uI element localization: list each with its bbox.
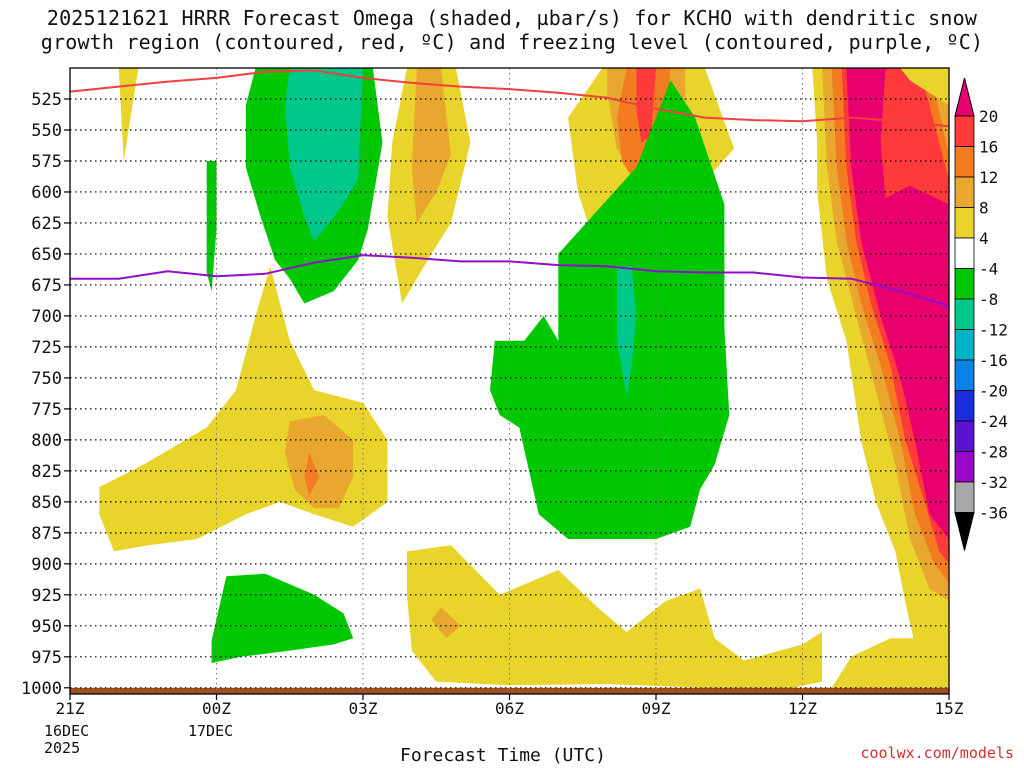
- colorbar-swatch-13: [954, 481, 975, 513]
- colorbar-label--16: -16: [979, 351, 1008, 370]
- colorbar-swatch-1: [954, 115, 975, 147]
- xtick-label-03Z: 03Z: [349, 699, 378, 718]
- ytick-label-975: 975: [31, 648, 62, 668]
- omega-region-6: [411, 68, 451, 223]
- colorbar-swatch-7: [954, 298, 975, 330]
- omega-region-8: [284, 68, 363, 242]
- ytick-label-850: 850: [31, 493, 62, 513]
- ytick-label-700: 700: [31, 307, 62, 327]
- colorbar-swatch-6: [954, 268, 975, 300]
- colorbar-swatch-10: [954, 390, 975, 422]
- mid-date: 17DEC: [188, 722, 234, 740]
- omega-region-4: [636, 68, 656, 143]
- omega-region-24: [900, 68, 949, 106]
- colorbar-label--32: -32: [979, 473, 1008, 492]
- axes: 525 550 575 600 625 650 675 700 725 750 775 800 825 8…: [21, 67, 964, 718]
- colorbar-label-20: 20: [979, 107, 998, 126]
- title-line-1: 2025121621 HRRR Forecast Omega (shaded, …: [46, 6, 978, 30]
- omega-region-16: [407, 545, 822, 688]
- ytick-label-950: 950: [31, 617, 62, 637]
- omega-region-0: [118, 68, 139, 161]
- ytick-label-900: 900: [31, 555, 62, 575]
- colorbar-label-16: 16: [979, 138, 998, 157]
- xtick-label-21Z: 21Z: [56, 699, 85, 718]
- colorbar-bottom-arrow: [954, 512, 975, 551]
- colorbar-label--12: -12: [979, 321, 1008, 340]
- terrain-band: [70, 687, 949, 694]
- colorbar-label--36: -36: [979, 504, 1008, 523]
- colorbar-label-8: 8: [979, 199, 989, 218]
- omega-region-18: [831, 638, 949, 688]
- chart-title: 2025121621 HRRR Forecast Omega (shaded, …: [0, 6, 1024, 54]
- omega-region-14: [304, 452, 319, 496]
- ytick-label-675: 675: [31, 276, 62, 296]
- xtick-label-06Z: 06Z: [495, 699, 524, 718]
- ytick-label-575: 575: [31, 152, 62, 172]
- title-line-2: growth region (contoured, red, ºC) and f…: [40, 30, 984, 54]
- colorbar-label--8: -8: [979, 290, 998, 309]
- colorbar-label--28: -28: [979, 443, 1008, 462]
- ytick-label-800: 800: [31, 431, 62, 451]
- colorbar: 20 16 12 8 4 -4 -8 -12 -16 -20 -24 -28 -32 -36: [954, 77, 1008, 551]
- colorbar-swatch-2: [954, 146, 975, 178]
- xtick-label-00Z: 00Z: [202, 699, 231, 718]
- colorbar-label--4: -4: [979, 260, 998, 279]
- colorbar-swatch-9: [954, 359, 975, 391]
- colorbar-swatch-3: [954, 176, 975, 208]
- colorbar-swatch-12: [954, 451, 975, 483]
- credit-link[interactable]: coolwx.com/models: [860, 744, 1014, 762]
- start-date: 16DEC 2025: [44, 722, 90, 757]
- omega-fills: [70, 68, 949, 694]
- colorbar-label-12: 12: [979, 168, 998, 187]
- dgz-line: [69, 69, 950, 128]
- ytick-label-600: 600: [31, 183, 62, 203]
- ytick-label-525: 525: [31, 90, 62, 110]
- colorbar-label--24: -24: [979, 412, 1008, 431]
- contour-lines: [69, 69, 950, 307]
- omega-region-9: [206, 161, 217, 292]
- omega-region-11: [616, 266, 637, 397]
- ytick-label-650: 650: [31, 245, 62, 265]
- colorbar-label-4: 4: [979, 229, 989, 248]
- x-axis-label: Forecast Time (UTC): [400, 745, 606, 766]
- xtick-label-12Z: 12Z: [788, 699, 817, 718]
- colorbar-top-arrow: [954, 77, 975, 117]
- colorbar-swatch-5: [954, 237, 975, 269]
- ytick-label-1000: 1000: [21, 679, 62, 699]
- colorbar-swatch-8: [954, 329, 975, 361]
- omega-region-10: [490, 80, 730, 540]
- ytick-label-750: 750: [31, 369, 62, 389]
- ytick-label-725: 725: [31, 338, 62, 358]
- omega-region-15: [211, 573, 354, 663]
- colorbar-label--20: -20: [979, 382, 1008, 401]
- xtick-label-09Z: 09Z: [642, 699, 671, 718]
- omega-region-17: [431, 607, 461, 639]
- ytick-label-550: 550: [31, 121, 62, 141]
- colorbar-swatch-4: [954, 207, 975, 239]
- ytick-label-875: 875: [31, 524, 62, 544]
- xtick-label-15Z: 15Z: [935, 699, 964, 718]
- ytick-label-825: 825: [31, 462, 62, 482]
- ytick-label-775: 775: [31, 400, 62, 420]
- omega-region-13: [284, 415, 354, 509]
- omega-region-23: [846, 68, 949, 539]
- ytick-label-625: 625: [31, 214, 62, 234]
- freezing-level-line: [70, 254, 950, 307]
- colorbar-swatch-11: [954, 420, 975, 452]
- ytick-label-925: 925: [31, 586, 62, 606]
